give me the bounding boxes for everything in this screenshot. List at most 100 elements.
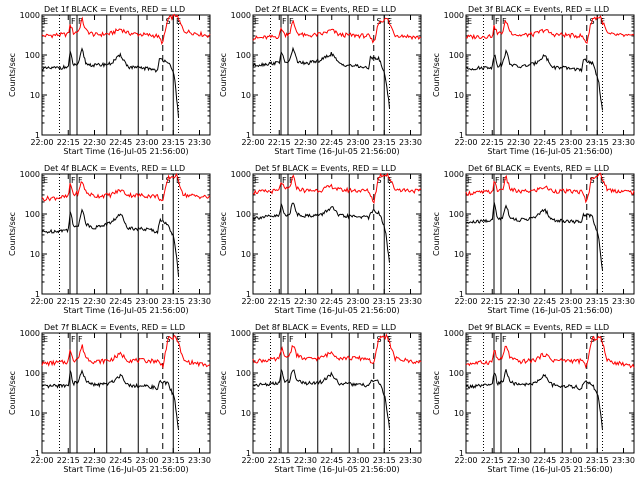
lld-series-line: [465, 335, 635, 369]
panel-title: Det 4f BLACK = Events, RED = LLD: [44, 164, 185, 173]
x-tick-label: 23:30: [612, 456, 635, 465]
x-tick-label: 22:30: [83, 138, 106, 147]
x-tick-label: 22:45: [533, 456, 556, 465]
marker-letter: E: [387, 17, 392, 26]
lld-series-line: [252, 17, 422, 44]
events-series-line: [465, 48, 603, 111]
marker-letter: E: [600, 335, 605, 344]
x-tick-label: 22:15: [481, 297, 504, 306]
panel-8: Det 8f BLACK = Events, RED = LLD 1 10 100 10…: [219, 323, 422, 474]
marker-letter: F: [282, 335, 287, 344]
x-tick-label: 22:30: [507, 138, 530, 147]
y-axis-label: Counts/sec: [432, 371, 441, 415]
y-tick-label: 1: [246, 290, 251, 299]
x-tick-label: 23:15: [373, 297, 396, 306]
y-tick-label: 10: [30, 250, 40, 259]
x-tick-label: 22:45: [109, 138, 132, 147]
marker-letter: F: [495, 335, 500, 344]
marker-letter: E: [254, 335, 259, 344]
panel-2: Det 2f BLACK = Events, RED = LLD 1 10 100 10…: [219, 5, 422, 156]
lld-series-line: [252, 172, 422, 204]
x-tick-label: 23:00: [135, 456, 158, 465]
x-tick-label: 23:00: [559, 456, 582, 465]
panel-3: Det 3f BLACK = Events, RED = LLD 1 10 100 10…: [432, 5, 635, 156]
x-axis-label: Start Time (16-Jul-05 21:56:00): [487, 465, 612, 474]
x-tick-label: 22:15: [57, 456, 80, 465]
x-tick-label: 23:15: [373, 138, 396, 147]
x-tick-label: 22:00: [241, 297, 264, 306]
y-tick-label: 1000: [231, 11, 251, 20]
plot-frame: [41, 14, 211, 136]
marker-letter: F: [289, 17, 294, 26]
x-tick-label: 23:00: [346, 456, 369, 465]
x-axis-label: Start Time (16-Jul-05 21:56:00): [63, 306, 188, 315]
marker-letter: F: [78, 17, 83, 26]
x-tick-label: 22:30: [83, 456, 106, 465]
marker-letter: F: [282, 17, 287, 26]
x-tick-label: 22:00: [241, 456, 264, 465]
x-tick-label: 23:15: [162, 138, 185, 147]
x-tick-label: 22:00: [30, 456, 53, 465]
lld-series-line: [465, 172, 635, 204]
events-series-line: [41, 47, 179, 118]
x-tick-label: 22:30: [507, 456, 530, 465]
y-tick-label: 1: [459, 449, 464, 458]
y-tick-label: 1000: [444, 329, 464, 338]
marker-letter: F: [282, 176, 287, 185]
y-tick-label: 100: [236, 369, 251, 378]
x-tick-label: 22:00: [454, 456, 477, 465]
marker-letter: S: [166, 17, 171, 26]
plot-frame: [41, 173, 211, 295]
x-tick-label: 23:30: [612, 297, 635, 306]
x-tick-label: 22:15: [481, 456, 504, 465]
x-tick-label: 22:15: [268, 138, 291, 147]
x-tick-label: 22:45: [533, 138, 556, 147]
plot-frame: [41, 332, 211, 454]
plot-frame: [252, 14, 422, 136]
events-series-line: [252, 46, 390, 109]
x-tick-label: 23:00: [346, 297, 369, 306]
x-axis-label: Start Time (16-Jul-05 21:56:00): [487, 306, 612, 315]
marker-letter: E: [43, 335, 48, 344]
x-tick-label: 22:45: [320, 297, 343, 306]
x-tick-label: 23:00: [559, 297, 582, 306]
x-tick-label: 22:45: [109, 297, 132, 306]
y-tick-label: 1: [246, 449, 251, 458]
x-tick-label: 23:00: [346, 138, 369, 147]
marker-letter: E: [467, 176, 472, 185]
x-tick-label: 23:30: [399, 297, 422, 306]
panel-1: Det 1f BLACK = Events, RED = LLD 1 10 100 10…: [8, 5, 211, 156]
y-tick-label: 1000: [444, 170, 464, 179]
marker-letter: F: [71, 335, 76, 344]
y-axis-label: Counts/sec: [219, 371, 228, 415]
x-axis-label: Start Time (16-Jul-05 21:56:00): [274, 306, 399, 315]
marker-letter: S: [166, 176, 171, 185]
marker-letter: F: [495, 176, 500, 185]
marker-letter: F: [289, 335, 294, 344]
lld-series-line: [41, 172, 211, 202]
y-tick-label: 1000: [20, 329, 40, 338]
y-tick-label: 1000: [444, 11, 464, 20]
marker-letter: E: [43, 176, 48, 185]
x-tick-label: 23:30: [188, 297, 211, 306]
x-tick-label: 22:00: [454, 138, 477, 147]
marker-letter: E: [467, 17, 472, 26]
lld-series-line: [41, 13, 211, 46]
y-tick-label: 1: [35, 449, 40, 458]
x-tick-label: 23:30: [399, 456, 422, 465]
x-tick-label: 22:00: [241, 138, 264, 147]
panel-9: Det 9f BLACK = Events, RED = LLD 1 10 100 10…: [432, 323, 635, 474]
x-axis-label: Start Time (16-Jul-05 21:56:00): [63, 147, 188, 156]
marker-letter: S: [377, 176, 382, 185]
x-tick-label: 22:15: [57, 297, 80, 306]
y-axis-label: Counts/sec: [432, 212, 441, 256]
x-tick-label: 23:30: [188, 138, 211, 147]
y-tick-label: 10: [241, 409, 251, 418]
panel-title: Det 1f BLACK = Events, RED = LLD: [44, 5, 185, 14]
y-tick-label: 10: [454, 409, 464, 418]
x-tick-label: 22:15: [57, 138, 80, 147]
x-tick-label: 22:45: [109, 456, 132, 465]
marker-letter: E: [176, 335, 181, 344]
marker-letter: S: [377, 17, 382, 26]
marker-letter: E: [467, 335, 472, 344]
